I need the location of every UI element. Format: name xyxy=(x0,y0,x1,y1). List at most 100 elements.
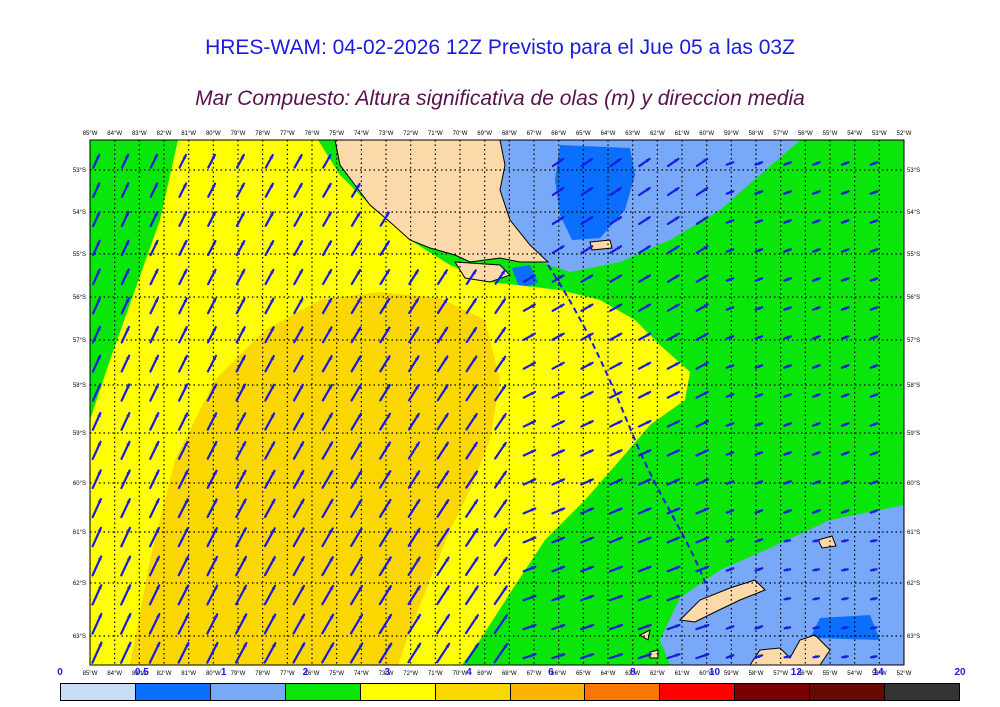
wave-arrow-head xyxy=(704,508,709,512)
wave-arrow-head xyxy=(96,269,101,274)
wave-arrow-head xyxy=(703,158,708,163)
wave-arrow-head xyxy=(559,420,564,425)
wave-arrow-head xyxy=(298,212,302,217)
wave-arrow-head xyxy=(844,480,849,485)
wave-arrow-head xyxy=(358,614,363,619)
wave-arrow xyxy=(407,585,421,606)
wave-arrow xyxy=(350,584,364,606)
wave-arrow-head xyxy=(588,188,593,192)
wave-arrow-head xyxy=(126,499,131,504)
colorbar-segment xyxy=(885,684,960,700)
wave-arrow-head xyxy=(415,500,420,505)
wave-arrow-head xyxy=(530,333,535,338)
wave-arrow-head xyxy=(703,246,708,250)
wave-arrow-head xyxy=(531,508,536,512)
longitude-label: 64°W xyxy=(601,671,616,677)
colorbar-label: 10 xyxy=(708,667,721,678)
wave-arrow xyxy=(206,613,219,635)
wave-arrow-head xyxy=(617,362,622,367)
wave-arrow-head xyxy=(559,391,564,396)
wave-arrow-head xyxy=(329,585,333,590)
wave-arrow-head xyxy=(155,499,159,504)
colorbar-segment xyxy=(585,684,661,700)
wave-arrow-head xyxy=(729,567,734,572)
wave-arrow xyxy=(378,585,393,606)
wave-arrow-head xyxy=(560,624,565,629)
wave-arrow-head xyxy=(212,355,217,360)
wave-arrow-head xyxy=(786,335,791,340)
latitude-label: 56°S xyxy=(907,295,920,301)
wave-arrow-head xyxy=(328,384,332,389)
wave-arrow xyxy=(407,642,422,664)
wave-arrow xyxy=(235,613,248,635)
wave-arrow-head xyxy=(415,413,419,418)
wave-arrow-head xyxy=(184,499,188,504)
wave-arrow-head xyxy=(213,556,218,561)
zone-0.5-1m xyxy=(555,145,635,240)
wave-arrow-head xyxy=(815,364,820,369)
wave-arrow-head xyxy=(530,304,535,308)
wave-arrow-head xyxy=(873,161,878,166)
wave-arrow-head xyxy=(704,537,709,541)
wave-arrow-head xyxy=(758,538,763,543)
colorbar-label: 20 xyxy=(954,667,966,678)
wave-arrow-head xyxy=(184,556,189,561)
wave-arrow-head xyxy=(156,642,160,647)
wave-arrow-head xyxy=(214,643,218,648)
wave-arrow-head xyxy=(271,614,276,619)
wave-arrow-head xyxy=(185,614,189,619)
wave-arrow-head xyxy=(786,451,791,456)
wave-arrow-head xyxy=(786,219,791,224)
wave-arrow-head xyxy=(241,298,245,303)
longitude-label: 74°W xyxy=(354,131,369,137)
wave-arrow-head xyxy=(646,362,651,367)
wave-arrow-head xyxy=(183,269,187,274)
wave-arrow-head xyxy=(211,154,215,159)
wave-arrow-head xyxy=(501,356,506,361)
wave-arrow-head xyxy=(815,393,820,398)
longitude-label: 54°W xyxy=(847,131,862,137)
wave-arrow-head xyxy=(815,509,820,514)
wave-arrow-head xyxy=(300,528,304,533)
wave-arrow-head xyxy=(844,306,849,311)
wave-arrow-head xyxy=(503,644,508,648)
wave-arrow-head xyxy=(786,509,791,514)
wave-arrow-head xyxy=(815,539,819,543)
wave-arrow-head xyxy=(786,277,791,282)
wave-arrow-head xyxy=(240,154,244,159)
wave-arrow-head xyxy=(873,393,878,398)
wave-arrow-head xyxy=(758,306,763,311)
wave-arrow-head xyxy=(243,643,247,648)
wave-arrow-head xyxy=(559,449,564,454)
wave-arrow-head xyxy=(445,615,450,620)
latitude-label: 62°S xyxy=(907,581,920,587)
wave-arrow-head xyxy=(646,508,651,512)
wave-arrow-head xyxy=(443,270,447,275)
wave-arrow-head xyxy=(588,508,593,512)
wave-arrow-head xyxy=(328,442,333,447)
longitude-label: 78°W xyxy=(255,131,270,137)
wave-arrow-head xyxy=(242,556,246,561)
wave-arrow-head xyxy=(588,333,593,338)
wave-arrow xyxy=(464,614,480,635)
wave-arrow-head xyxy=(674,362,679,367)
longitude-label: 75°W xyxy=(329,671,344,677)
wave-arrow xyxy=(493,585,508,606)
wave-arrow xyxy=(148,584,161,606)
wave-arrow-head xyxy=(124,154,129,159)
longitude-label: 84°W xyxy=(107,131,122,137)
wave-arrow-head xyxy=(96,326,101,331)
wave-arrow-head xyxy=(674,304,679,308)
wave-arrow-head xyxy=(815,219,820,224)
longitude-label: 81°W xyxy=(181,131,196,137)
wave-arrow-head xyxy=(589,653,594,658)
longitude-label: 56°W xyxy=(798,671,813,677)
longitude-label: 53°W xyxy=(872,671,887,677)
wave-arrow-head xyxy=(501,270,505,275)
wave-arrow-head xyxy=(271,470,275,475)
wave-arrow-head xyxy=(328,413,333,418)
wave-arrow-head xyxy=(530,362,535,367)
wave-arrow-head xyxy=(786,248,791,253)
wave-arrow-head xyxy=(125,298,130,303)
wave-arrow-head xyxy=(758,567,763,572)
